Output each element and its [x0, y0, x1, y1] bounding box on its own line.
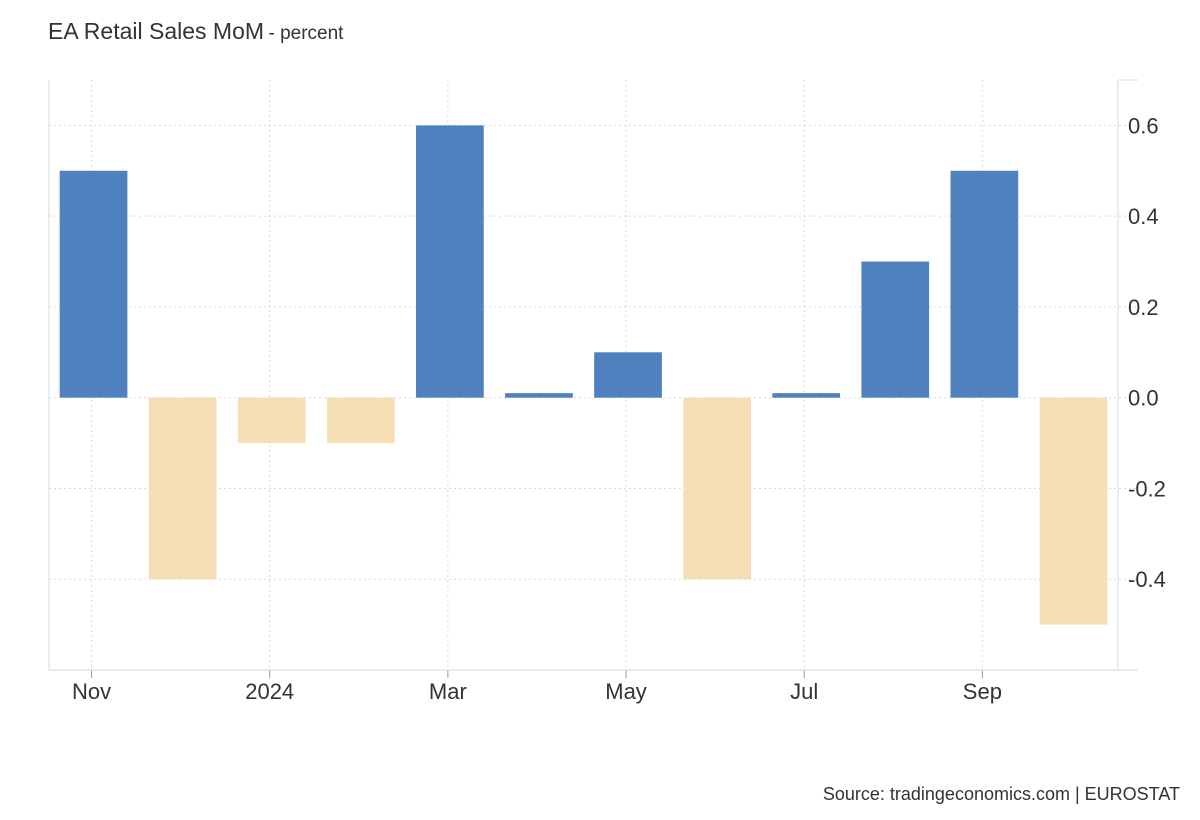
y-tick-labels: 0.6 0.4 0.2 0.0 -0.2 -0.4	[1128, 113, 1166, 592]
x-tick-labels: Nov 2024 Mar May Jul Sep	[72, 679, 1002, 704]
y-tick-label: 0.4	[1128, 204, 1159, 229]
bar-oct-2024	[1039, 397, 1108, 625]
y-tick-label: -0.2	[1128, 476, 1166, 501]
bar-apr-2024	[505, 393, 573, 398]
y-tick-label: 0.2	[1128, 295, 1159, 320]
bar-jul-2024	[772, 393, 841, 398]
y-tick-label: -0.4	[1128, 567, 1166, 592]
x-tick-label: Sep	[963, 679, 1002, 704]
x-tick-label: Mar	[429, 679, 467, 704]
bar-mar-2024	[416, 125, 484, 398]
bar-nov-2023	[59, 170, 128, 398]
bar-jun-2024	[683, 397, 751, 580]
bar-aug-2024	[861, 261, 930, 398]
chart-header: EA Retail Sales MoM - percent	[48, 18, 343, 45]
bar-chart: 0.6 0.4 0.2 0.0 -0.2 -0.4 Nov 2024 Mar May Jul Sep	[48, 79, 1166, 704]
chart-title: EA Retail Sales MoM	[48, 18, 265, 44]
x-tick-label: Nov	[72, 679, 111, 704]
bar-sep-2024	[950, 170, 1019, 398]
source-credit: Source: tradingeconomics.com | EUROSTAT	[822, 784, 1180, 804]
bar-feb-2024	[326, 397, 395, 444]
bars	[59, 125, 1108, 625]
bar-dec-2023	[148, 397, 217, 580]
bar-jan-2024	[237, 397, 306, 444]
y-tick-label: 0.0	[1128, 386, 1159, 411]
chart-subtitle: - percent	[268, 23, 344, 44]
x-tick-label: 2024	[245, 679, 294, 704]
y-tick-label: 0.6	[1128, 113, 1159, 138]
x-tick-label: May	[605, 679, 647, 704]
axes	[48, 79, 1138, 678]
x-tick-label: Jul	[790, 679, 818, 704]
bar-may-2024	[594, 352, 662, 398]
